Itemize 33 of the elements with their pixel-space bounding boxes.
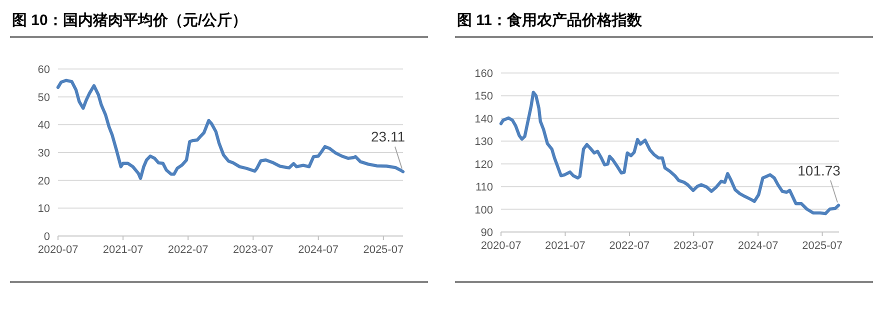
- y-tick-label: 90: [480, 227, 493, 239]
- y-tick-label: 140: [474, 113, 493, 126]
- y-tick-label: 0: [44, 231, 50, 243]
- chart-title: 图 10：国内猪肉平均价（元/公斤）: [12, 12, 248, 29]
- y-tick-label: 160: [474, 68, 493, 80]
- x-tick-label: 2021-07: [545, 240, 586, 252]
- x-tick-label: 2023-07: [673, 240, 714, 252]
- x-tick-label: 2024-07: [738, 240, 778, 252]
- x-tick-label: 2021-07: [102, 244, 144, 256]
- y-tick-label: 100: [474, 204, 493, 216]
- x-tick-label: 2022-07: [168, 244, 208, 256]
- x-tick-label: 2020-07: [480, 240, 522, 252]
- x-tick-label: 2025-07: [363, 244, 404, 256]
- y-tick-label: 120: [474, 158, 493, 171]
- y-tick-label: 30: [38, 148, 50, 160]
- x-tick-label: 2025-07: [802, 240, 842, 252]
- y-tick-label: 40: [38, 120, 50, 132]
- y-tick-label: 20: [38, 175, 50, 188]
- chart-title: 图 11：食用农产品价格指数: [457, 12, 644, 29]
- x-tick-label: 2023-07: [232, 244, 274, 256]
- y-tick-label: 60: [38, 64, 50, 76]
- line-series: [56, 78, 405, 180]
- annotation: 23.11: [371, 128, 406, 145]
- y-tick-label: 10: [38, 203, 50, 216]
- line-series: [499, 90, 840, 216]
- x-tick-label: 2024-07: [298, 244, 339, 256]
- y-tick-label: 110: [475, 182, 493, 194]
- y-tick-label: 130: [474, 136, 493, 148]
- y-tick-label: 150: [474, 90, 493, 103]
- x-tick-label: 2020-07: [38, 244, 78, 256]
- x-tick-label: 2022-07: [609, 240, 650, 252]
- annotation: 101.73: [798, 162, 841, 178]
- y-tick-label: 50: [38, 92, 50, 104]
